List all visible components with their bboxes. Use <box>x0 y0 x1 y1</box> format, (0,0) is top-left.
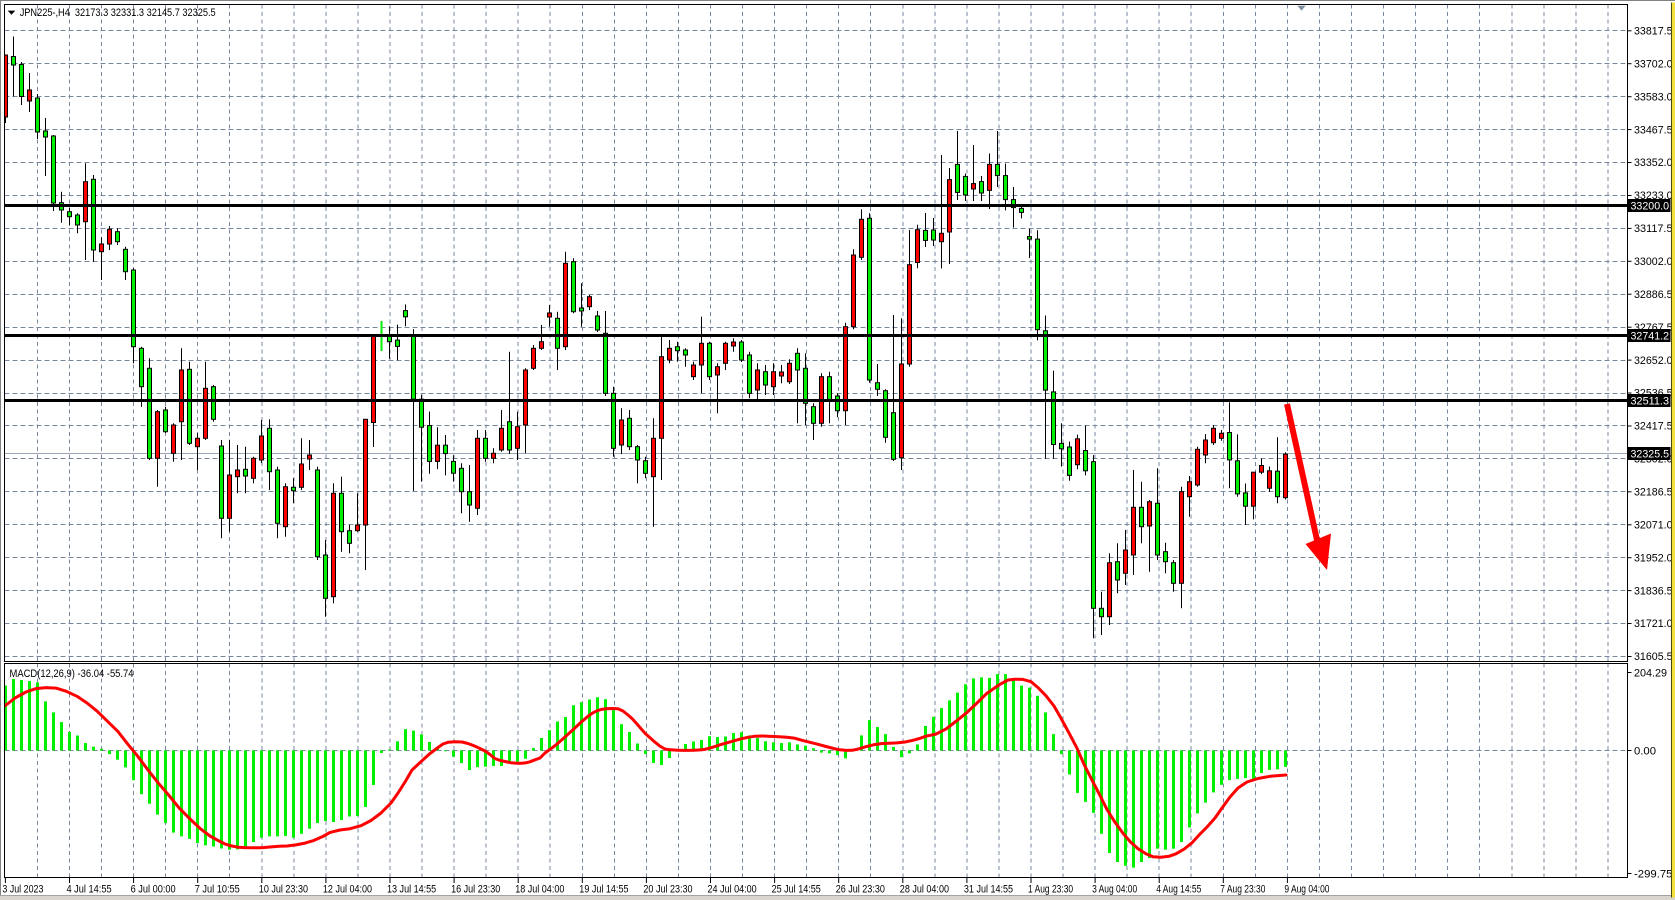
svg-text:31952.0: 31952.0 <box>1634 552 1673 564</box>
svg-text:33117.5: 33117.5 <box>1634 223 1673 235</box>
svg-text:33817.5: 33817.5 <box>1634 26 1673 38</box>
svg-text:28 Jul 04:00: 28 Jul 04:00 <box>900 884 949 896</box>
svg-text:4 Aug 14:55: 4 Aug 14:55 <box>1156 884 1201 896</box>
svg-text:13 Jul 14:55: 13 Jul 14:55 <box>387 884 436 896</box>
svg-text:9 Aug 04:00: 9 Aug 04:00 <box>1284 884 1329 896</box>
svg-text:7 Aug 23:30: 7 Aug 23:30 <box>1220 884 1265 896</box>
svg-text:26 Jul 23:30: 26 Jul 23:30 <box>836 884 885 896</box>
svg-text:19 Jul 14:55: 19 Jul 14:55 <box>579 884 628 896</box>
svg-text:32886.5: 32886.5 <box>1634 289 1673 301</box>
svg-text:18 Jul 04:00: 18 Jul 04:00 <box>515 884 564 896</box>
svg-text:33702.0: 33702.0 <box>1634 58 1673 70</box>
svg-text:24 Jul 04:00: 24 Jul 04:00 <box>708 884 757 896</box>
svg-text:32071.0: 32071.0 <box>1634 520 1673 532</box>
svg-text:20 Jul 23:30: 20 Jul 23:30 <box>643 884 692 896</box>
svg-text:32652.0: 32652.0 <box>1634 355 1673 367</box>
svg-text:3 Aug 04:00: 3 Aug 04:00 <box>1092 884 1137 896</box>
svg-text:6 Jul 00:00: 6 Jul 00:00 <box>131 884 176 896</box>
svg-text:16 Jul 23:30: 16 Jul 23:30 <box>451 884 500 896</box>
svg-text:4 Jul 14:55: 4 Jul 14:55 <box>67 884 112 896</box>
svg-text:-299.75: -299.75 <box>1634 869 1673 881</box>
svg-text:31 Jul 14:55: 31 Jul 14:55 <box>964 884 1013 896</box>
svg-text:32325.5: 32325.5 <box>1631 449 1670 461</box>
svg-text:33583.0: 33583.0 <box>1634 91 1673 103</box>
svg-text:JPN225-,H4 32173.3 32331.3 32: JPN225-,H4 32173.3 32331.3 32145.7 32325… <box>20 7 216 19</box>
svg-text:12 Jul 04:00: 12 Jul 04:00 <box>323 884 372 896</box>
svg-text:31721.0: 31721.0 <box>1634 618 1673 630</box>
svg-text:33352.0: 33352.0 <box>1634 157 1673 169</box>
svg-text:10 Jul 23:30: 10 Jul 23:30 <box>259 884 308 896</box>
svg-text:33200.0: 33200.0 <box>1631 201 1670 213</box>
svg-text:MACD(12,26,9) -36.04 -55.74: MACD(12,26,9) -36.04 -55.74 <box>10 668 134 680</box>
svg-text:31605.5: 31605.5 <box>1634 651 1673 663</box>
svg-text:32417.5: 32417.5 <box>1634 421 1673 433</box>
svg-text:32186.5: 32186.5 <box>1634 487 1673 499</box>
svg-text:3 Jul 2023: 3 Jul 2023 <box>2 884 43 896</box>
svg-text:32741.2: 32741.2 <box>1631 331 1670 343</box>
svg-text:1 Aug 23:30: 1 Aug 23:30 <box>1028 884 1073 896</box>
svg-text:32511.3: 32511.3 <box>1631 396 1670 408</box>
svg-text:7 Jul 10:55: 7 Jul 10:55 <box>195 884 240 896</box>
svg-text:33002.0: 33002.0 <box>1634 256 1673 268</box>
svg-text:204.29: 204.29 <box>1634 668 1667 680</box>
svg-text:31836.5: 31836.5 <box>1634 585 1673 597</box>
svg-text:33467.5: 33467.5 <box>1634 124 1673 136</box>
svg-text:0.00: 0.00 <box>1634 746 1656 758</box>
svg-text:25 Jul 14:55: 25 Jul 14:55 <box>772 884 821 896</box>
